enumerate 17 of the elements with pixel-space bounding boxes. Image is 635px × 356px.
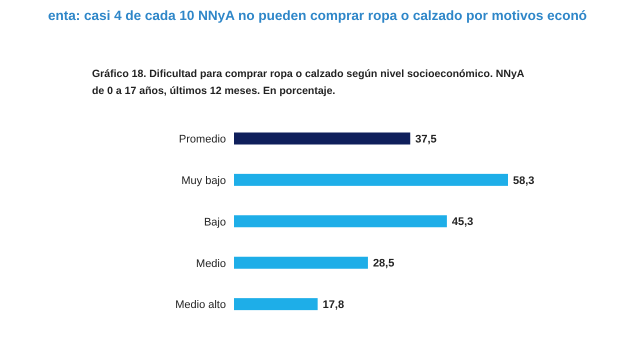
data-label: 45,3: [452, 216, 474, 228]
y-tick-label: Medio alto: [175, 299, 226, 312]
bar: [234, 256, 368, 269]
y-tick-label: Medio: [196, 258, 226, 270]
bar: [234, 174, 508, 186]
bar: [234, 298, 318, 310]
data-label: 58,3: [513, 174, 534, 187]
chart-title: enta: casi 4 de cada 10 NNyA no pueden comprar ropa o calzado por motivos econó: [47, 8, 588, 25]
y-tick-label: Bajo: [204, 216, 226, 228]
y-tick-label: Muy bajo: [181, 175, 226, 188]
data-label: 28,5: [372, 258, 394, 270]
y-tick-label: Promedio: [178, 134, 226, 146]
chart-subtitle: Gráfico 18. Dificultad para comprar ropa o calzado según nivel socioeconómico. NNyA de 0 a 17 años, últimos 12 meses. En porcentaje.: [92, 67, 525, 99]
bar: [234, 132, 410, 144]
data-label: 37,5: [415, 133, 437, 146]
bar: [234, 215, 447, 228]
data-label: 17,8: [322, 298, 344, 311]
